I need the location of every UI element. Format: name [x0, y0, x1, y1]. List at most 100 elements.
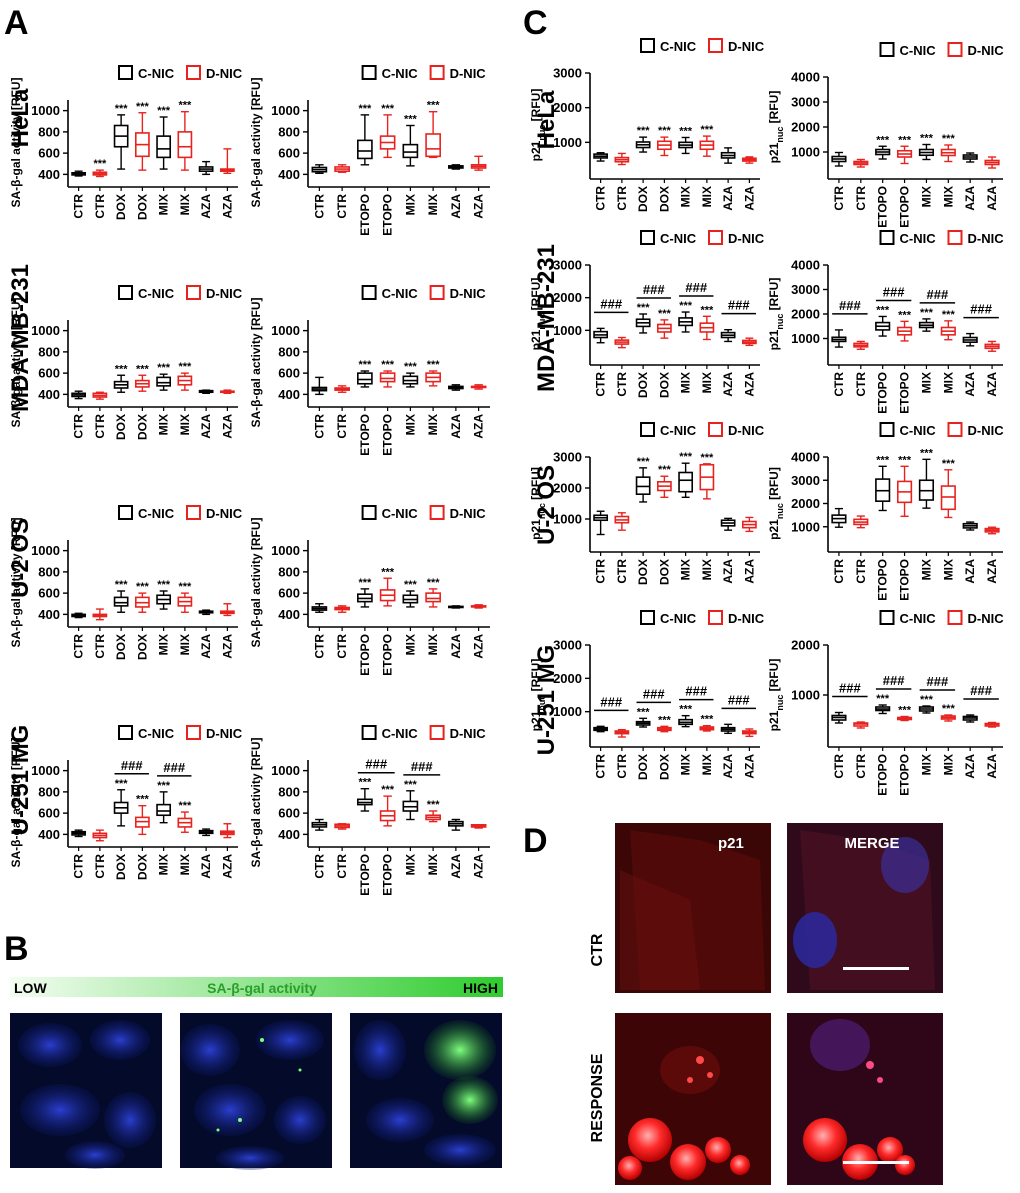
scale-bar: [843, 967, 909, 970]
significance-stars: ***: [700, 304, 714, 316]
micrograph-ctr-p21: p21: [615, 823, 771, 993]
chart-A-1-0: 400 600 800 1000 SA-β-gal activity [RFU] CTR C…: [9, 285, 243, 440]
x-tick-label: MIX: [700, 559, 714, 580]
x-tick-label: ETOPO: [358, 194, 372, 236]
significance-stars: ***: [358, 777, 372, 789]
legend-swatch-c-nic: [118, 65, 133, 80]
x-tick-label: MIX: [157, 414, 171, 435]
x-tick-label: CTR: [854, 186, 868, 211]
legend-label-d-nic: D-NIC: [206, 506, 243, 521]
comparison-hash: ###: [643, 686, 665, 701]
significance-stars: ***: [942, 703, 956, 715]
x-tick-label: MIX: [941, 186, 955, 207]
panel-d-row-response: RESPONSE: [589, 1053, 606, 1142]
x-tick-label: AZA: [199, 634, 213, 659]
y-axis-label: SA-β-gal activity [RFU]: [9, 517, 23, 647]
x-tick-label: ETOPO: [898, 754, 912, 796]
legend-swatch-d-nic: [708, 38, 723, 53]
significance-stars: ***: [358, 359, 372, 371]
significance-stars: ***: [658, 464, 672, 476]
y-tick-label: 600: [38, 586, 60, 601]
y-tick-label: 4000: [791, 70, 820, 85]
significance-stars: ***: [404, 361, 418, 373]
x-tick-label: ETOPO: [358, 414, 372, 456]
legend-swatch-d-nic: [429, 65, 445, 80]
y-tick-label: 400: [38, 387, 60, 402]
y-tick-label: 400: [38, 607, 60, 622]
significance-stars: ***: [942, 133, 956, 145]
x-tick-label: MIX: [403, 634, 417, 655]
y-axis-label: p21nuc [RFU]: [767, 91, 785, 164]
x-tick-label: CTR: [594, 559, 608, 584]
legend-swatch-d-nic: [708, 230, 723, 245]
y-tick-label: 3000: [791, 95, 820, 110]
x-tick-label: ETOPO: [876, 186, 890, 228]
x-tick-label: CTR: [832, 186, 846, 211]
x-tick-label: AZA: [199, 194, 213, 219]
significance-stars: ***: [136, 101, 150, 113]
significance-stars: ***: [178, 361, 192, 373]
chart-A-1-1: 400 600 800 1000 SA-β-gal activity [RFU] CTR C…: [249, 285, 490, 456]
legend-swatch-d-nic: [429, 505, 445, 520]
significance-stars: ***: [136, 363, 150, 375]
x-tick-label: CTR: [312, 854, 326, 879]
legend-label-c-nic: C-NIC: [382, 66, 419, 81]
comparison-hash: ###: [728, 298, 750, 313]
legend-label-c-nic: C-NIC: [382, 726, 419, 741]
x-tick-label: AZA: [721, 559, 735, 584]
x-tick-label: AZA: [742, 559, 756, 584]
comparison-hash: ###: [970, 683, 992, 698]
significance-stars: ***: [658, 125, 672, 137]
significance-stars: ***: [658, 714, 672, 726]
micrograph-ctr-merge: MERGE: [787, 823, 943, 993]
legend-label-c-nic: C-NIC: [138, 66, 175, 81]
significance-stars: ***: [93, 158, 107, 170]
significance-stars: ***: [700, 124, 714, 136]
x-tick-label: AZA: [985, 559, 999, 584]
legend-swatch-c-nic: [879, 422, 895, 437]
x-tick-label: CTR: [93, 634, 107, 659]
legend-swatch-c-nic: [640, 422, 655, 437]
micrograph-low: [10, 1013, 162, 1169]
y-tick-label: 600: [38, 146, 60, 161]
micrograph-response-merge: [787, 1013, 943, 1185]
legend-label-c-nic: C-NIC: [382, 506, 419, 521]
micrograph-medium: [180, 1013, 332, 1170]
legend-swatch-d-nic: [947, 42, 963, 57]
box-c-nic: [357, 372, 373, 385]
legend-swatch-c-nic: [879, 42, 895, 57]
chart-C-1-1: 1000 2000 3000 4000 p21nuc [RFU] CTR CTR ETOPO E…: [767, 230, 1004, 414]
x-tick-label: MIX: [426, 194, 440, 215]
x-tick-label: MIX: [178, 194, 192, 215]
significance-stars: ***: [157, 780, 171, 792]
x-tick-label: CTR: [72, 414, 86, 439]
significance-stars: ***: [679, 451, 693, 463]
legend-label-d-nic: D-NIC: [728, 611, 765, 626]
y-label-sub: nuc: [537, 695, 547, 711]
legend-swatch-c-nic: [118, 285, 133, 300]
y-tick-label: 3000: [553, 450, 582, 465]
chart-C-0-1: 1000 2000 3000 4000 p21nuc [RFU] CTR CTR ETOPO E…: [767, 42, 1004, 228]
legend-label-c-nic: C-NIC: [900, 611, 937, 626]
significance-stars: ***: [358, 103, 372, 115]
legend-swatch-d-nic: [947, 610, 963, 625]
comparison-hash: ###: [883, 284, 905, 299]
comparison-hash: ###: [685, 280, 707, 295]
x-tick-label: CTR: [335, 854, 349, 879]
x-tick-label: MIX: [426, 634, 440, 655]
y-tick-label: 800: [278, 784, 300, 799]
x-tick-label: CTR: [72, 854, 86, 879]
scale-title: SA-β-gal activity: [207, 980, 317, 996]
panel-label-d: D: [523, 822, 548, 860]
comparison-hash: ###: [883, 673, 905, 688]
significance-stars: ***: [358, 577, 372, 589]
y-label-main: p21: [767, 519, 781, 540]
chart-A-3-1: 400 600 800 1000 SA-β-gal activity [RFU] CTR C…: [249, 725, 490, 896]
x-tick-label: AZA: [963, 186, 977, 211]
y-tick-label: 1000: [553, 135, 582, 150]
x-tick-label: MIX: [403, 854, 417, 875]
y-tick-label: 400: [38, 827, 60, 842]
significance-stars: ***: [876, 134, 890, 146]
legend-label-d-nic: D-NIC: [450, 506, 487, 521]
x-tick-label: MIX: [426, 414, 440, 435]
